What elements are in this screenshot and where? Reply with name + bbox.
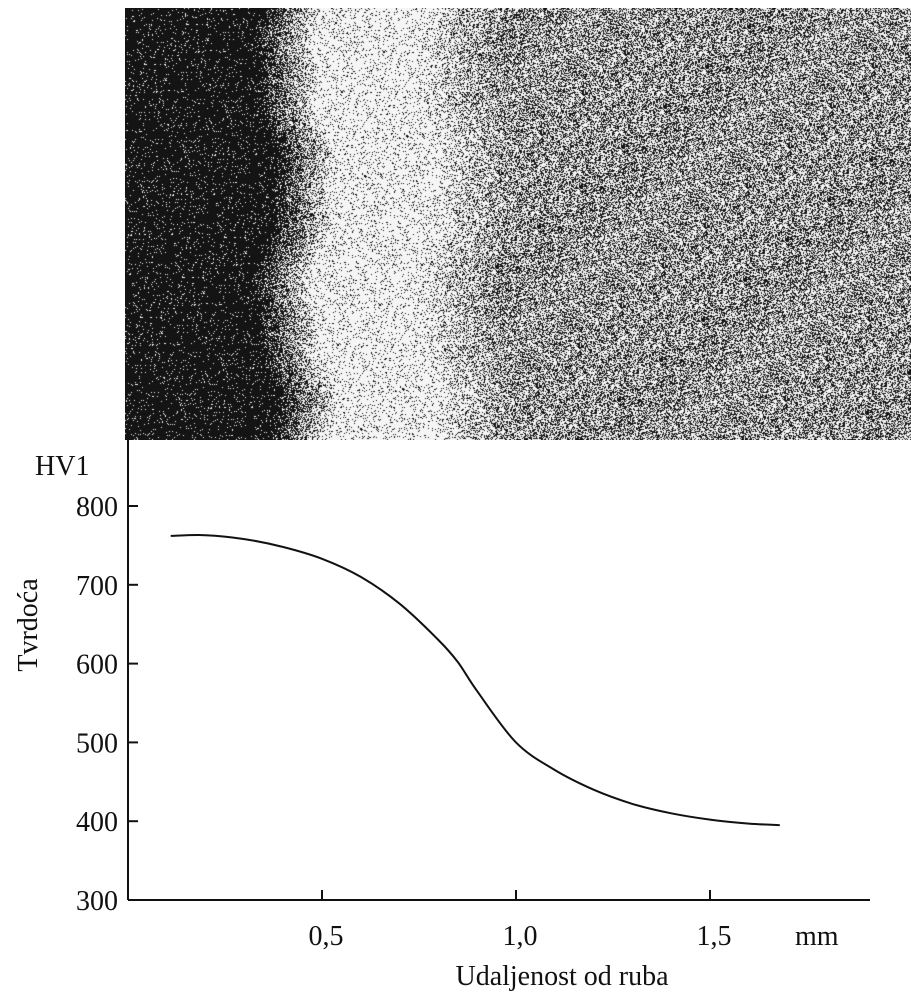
x-tick-label: 1,5 [697, 921, 732, 952]
y-unit-label: HV1 [35, 451, 89, 482]
y-tick-label: 300 [76, 886, 118, 917]
hardness-curve [170, 534, 780, 827]
x-tick-label: 0,5 [309, 921, 344, 952]
y-axis-title: Tvrdoća [13, 578, 44, 672]
x-axis-title: Udaljenost od ruba [455, 961, 669, 992]
y-tick-label: 600 [76, 650, 118, 681]
y-tick-label: 500 [76, 728, 118, 759]
y-tick-label: 700 [76, 571, 118, 602]
y-tick-label: 800 [76, 492, 118, 523]
x-unit-label: mm [795, 921, 839, 952]
micrograph-image [125, 8, 911, 440]
y-tick-label: 400 [76, 807, 118, 838]
x-ticks: 0,5 1,0 1,5 [309, 890, 732, 952]
x-tick-label: 1,0 [503, 921, 538, 952]
axes [127, 440, 870, 901]
y-ticks: 300 400 500 600 700 800 [76, 492, 138, 917]
